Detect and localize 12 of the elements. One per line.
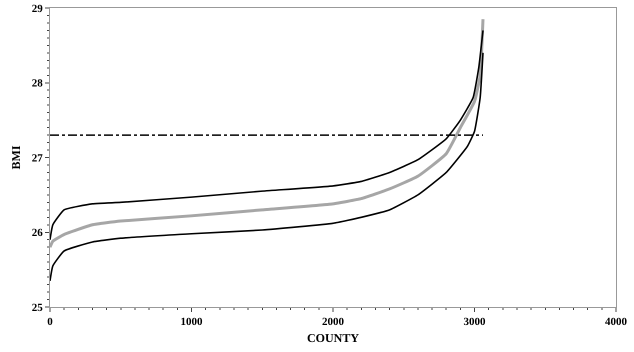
y-tick-label: 27 (32, 152, 44, 164)
y-tick-label: 29 (32, 2, 44, 15)
x-tick-label: 4000 (605, 316, 628, 328)
x-axis-title: COUNTY (306, 331, 360, 346)
x-tick-label: 2000 (322, 316, 344, 328)
x-tick-label: 1000 (180, 316, 203, 328)
x-tick-label: 0 (47, 316, 54, 328)
x-tick-label: 3000 (464, 316, 486, 328)
y-tick-label: 25 (32, 302, 44, 314)
y-axis-title: BMI (9, 145, 24, 170)
y-tick-label: 28 (32, 78, 44, 90)
y-tick-label: 26 (32, 227, 44, 240)
